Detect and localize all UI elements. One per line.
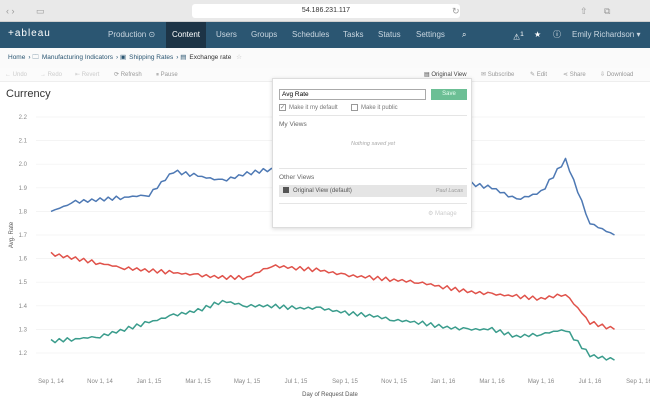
- top-nav: +ableau Production ⊙ Content Users Group…: [0, 22, 650, 48]
- breadcrumb-home[interactable]: Home: [8, 54, 26, 61]
- undo-button[interactable]: ← Undo: [5, 72, 28, 78]
- nav-users[interactable]: Users: [216, 30, 237, 39]
- x-tick-label: Jul 1, 15: [285, 379, 308, 385]
- breadcrumb-workbook[interactable]: Shipping Rates: [129, 54, 174, 61]
- divider: [279, 168, 467, 169]
- original-view-label: Original View (default): [293, 188, 352, 194]
- x-tick-label: Jan 1, 16: [431, 379, 456, 385]
- y-tick-label: 1.5: [19, 280, 28, 286]
- make-public-checkbox[interactable]: Make it public: [351, 104, 398, 111]
- breadcrumb: Home › 🗀 Manufacturing Indicators › ▣ Shippi…: [0, 48, 650, 68]
- y-tick-label: 1.9: [19, 186, 28, 192]
- subscribe-button[interactable]: ✉ Subscribe: [481, 72, 515, 78]
- sheet-icon: ▤: [180, 54, 187, 61]
- info-icon[interactable]: ⓘ: [553, 30, 561, 39]
- make-default-checkbox[interactable]: ✓ Make it my default: [279, 104, 338, 111]
- nav-tasks[interactable]: Tasks: [343, 30, 364, 39]
- manage-button[interactable]: ⚙ Manage: [428, 211, 457, 217]
- alert-icon[interactable]: ⚠1: [513, 31, 524, 42]
- custom-views-popup: Save ✓Make it my default Make it public …: [272, 78, 472, 228]
- favorite-star-icon[interactable]: ☆: [236, 54, 242, 61]
- y-tick-label: 1.4: [19, 304, 28, 310]
- x-tick-label: Sep 1, 16: [626, 379, 650, 385]
- address-bar[interactable]: 54.186.231.117: [192, 4, 460, 18]
- series-line-2: [50, 251, 615, 331]
- x-axis-label: Day of Request Date: [302, 392, 358, 398]
- y-tick-label: 1.8: [19, 209, 28, 215]
- y-axis-label: Avg. Rate: [9, 221, 15, 248]
- x-tick-label: May 1, 16: [528, 379, 555, 385]
- share-browser-icon[interactable]: ⇧: [580, 6, 588, 16]
- x-tick-label: Jul 1, 16: [579, 379, 602, 385]
- original-view-item[interactable]: Original View (default) Paul Lucas: [279, 185, 467, 197]
- y-tick-label: 2.0: [19, 162, 28, 168]
- divider: [279, 115, 467, 116]
- x-tick-label: Nov 1, 15: [381, 379, 407, 385]
- breadcrumb-sheet: Exchange rate: [189, 54, 232, 61]
- back-forward-buttons[interactable]: ‹ ›: [6, 6, 15, 16]
- search-icon[interactable]: ⌕: [462, 30, 467, 39]
- series-line-3: [50, 299, 615, 361]
- tabs-icon[interactable]: ⧉: [604, 6, 611, 16]
- breadcrumb-project[interactable]: Manufacturing Indicators: [41, 54, 114, 61]
- refresh-button[interactable]: ⟳ Refresh: [114, 72, 142, 78]
- browser-chrome: ‹ › ▭ 54.186.231.117 ↻ ⇧ ⧉: [0, 0, 650, 22]
- make-default-label: Make it my default: [289, 105, 338, 112]
- x-tick-label: Sep 1, 15: [332, 379, 358, 385]
- nav-groups[interactable]: Groups: [251, 30, 278, 39]
- user-menu[interactable]: Emily Richardson ▾: [572, 30, 641, 39]
- x-tick-label: May 1, 15: [234, 379, 261, 385]
- x-tick-label: Mar 1, 16: [479, 379, 505, 385]
- x-tick-label: Sep 1, 14: [38, 379, 64, 385]
- save-button[interactable]: Save: [431, 89, 467, 100]
- view-name-input[interactable]: [279, 89, 426, 100]
- view-author: Paul Lucas: [435, 188, 463, 194]
- make-public-label: Make it public: [361, 105, 398, 112]
- y-tick-label: 1.3: [19, 327, 28, 333]
- pause-button[interactable]: ⏸ Pause: [156, 72, 178, 78]
- y-tick-label: 1.2: [19, 351, 28, 357]
- my-views-heading: My Views: [279, 121, 307, 128]
- y-tick-label: 2.2: [19, 115, 28, 121]
- nav-production[interactable]: Production ⊙: [108, 30, 156, 39]
- sidebar-toggle-icon[interactable]: ▭: [36, 6, 45, 16]
- alert-count: 1: [520, 31, 524, 38]
- y-tick-label: 1.7: [19, 233, 28, 239]
- share-button[interactable]: ⋖ Share: [563, 72, 586, 78]
- revert-button[interactable]: ⇤ Revert: [75, 72, 100, 78]
- nothing-saved-text: Nothing saved yet: [350, 141, 396, 147]
- nav-content[interactable]: Content: [166, 22, 207, 48]
- nav-schedules[interactable]: Schedules: [292, 30, 330, 39]
- manage-label: Manage: [435, 211, 457, 217]
- x-tick-label: Jan 1, 15: [137, 379, 162, 385]
- divider: [279, 203, 467, 204]
- nav-status[interactable]: Status: [378, 30, 401, 39]
- checkbox-box: [351, 104, 358, 111]
- reload-icon[interactable]: ↻: [452, 6, 460, 16]
- y-tick-label: 1.6: [19, 257, 28, 263]
- download-button[interactable]: ⇩ Download: [600, 72, 634, 78]
- original-view-button[interactable]: ▤ Original View: [424, 72, 467, 78]
- other-views-heading: Other Views: [279, 174, 315, 181]
- redo-button[interactable]: → Redo: [40, 72, 63, 78]
- checkmark-icon: ✓: [279, 104, 286, 111]
- workbook-icon: ▣: [120, 54, 127, 61]
- folder-icon: 🗀: [32, 54, 39, 61]
- nav-settings[interactable]: Settings: [416, 30, 445, 39]
- tableau-logo: +ableau: [8, 28, 51, 39]
- x-tick-label: Nov 1, 14: [87, 379, 113, 385]
- x-tick-label: Mar 1, 15: [185, 379, 211, 385]
- y-tick-label: 2.1: [19, 139, 28, 145]
- sheet-title: Currency: [6, 88, 51, 100]
- view-icon: [283, 187, 289, 194]
- edit-button[interactable]: ✎ Edit: [530, 72, 548, 78]
- favorites-star-icon[interactable]: ★: [534, 30, 542, 39]
